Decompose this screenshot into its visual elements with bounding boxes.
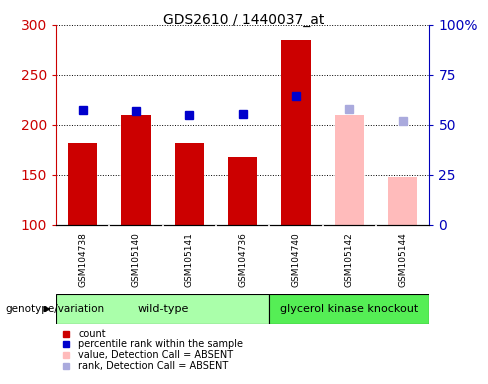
Text: rank, Detection Call = ABSENT: rank, Detection Call = ABSENT — [78, 361, 228, 371]
Text: GSM105141: GSM105141 — [185, 232, 194, 286]
Text: value, Detection Call = ABSENT: value, Detection Call = ABSENT — [78, 350, 233, 360]
Text: count: count — [78, 329, 106, 339]
Text: GSM104736: GSM104736 — [238, 232, 247, 286]
Text: GDS2610 / 1440037_at: GDS2610 / 1440037_at — [163, 13, 325, 27]
Bar — [68, 143, 98, 225]
Text: genotype/variation: genotype/variation — [5, 304, 104, 314]
Bar — [335, 115, 364, 225]
Text: GSM105142: GSM105142 — [345, 232, 354, 286]
Text: wild-type: wild-type — [137, 304, 188, 314]
Text: glycerol kinase knockout: glycerol kinase knockout — [280, 304, 419, 314]
Text: GSM104738: GSM104738 — [78, 232, 87, 286]
Text: percentile rank within the sample: percentile rank within the sample — [78, 339, 243, 349]
Bar — [175, 143, 204, 225]
Bar — [122, 115, 151, 225]
Bar — [56, 294, 269, 324]
Text: GSM105140: GSM105140 — [132, 232, 141, 286]
Text: GSM104740: GSM104740 — [292, 232, 301, 286]
Bar — [269, 294, 429, 324]
Bar — [228, 157, 258, 225]
Bar — [282, 40, 311, 225]
Text: GSM105144: GSM105144 — [398, 232, 407, 286]
Bar — [388, 177, 417, 225]
